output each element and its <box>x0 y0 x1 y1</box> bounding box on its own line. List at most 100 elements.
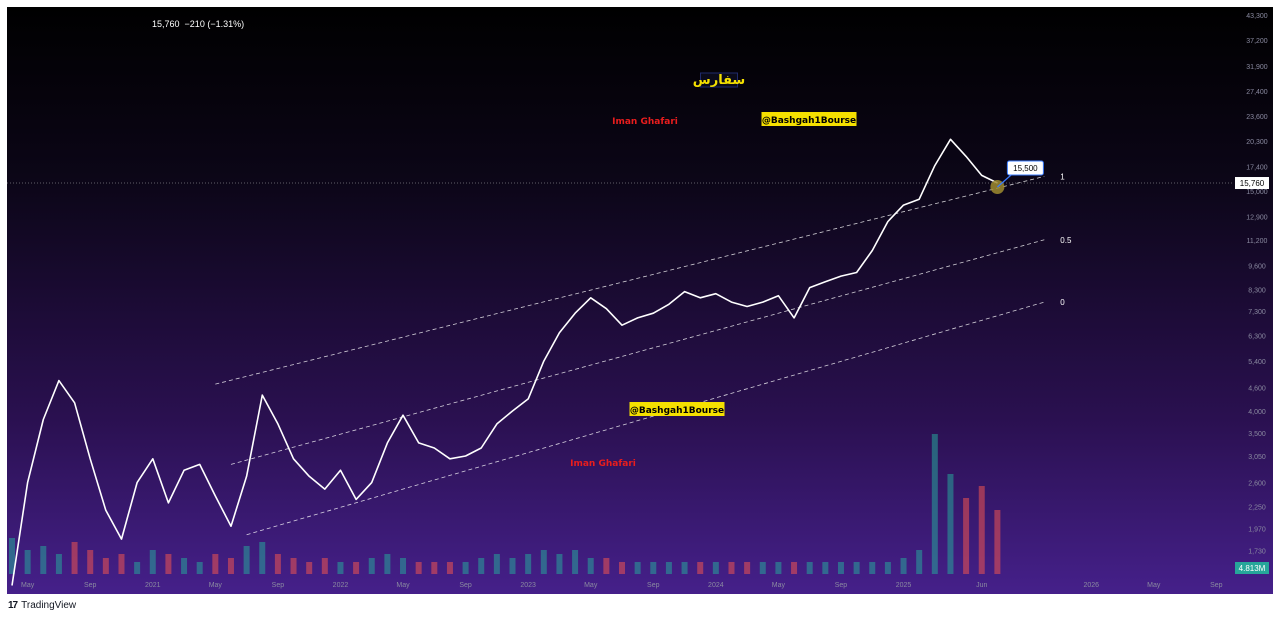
price-line <box>11 138 998 586</box>
brand-label: TradingView <box>21 600 77 611</box>
channel-label-bg <box>761 112 857 126</box>
volume-bar <box>290 558 297 574</box>
volume-bar <box>118 554 125 574</box>
y-tick-label: 17,400 <box>1246 165 1268 172</box>
x-tick-label: Sep <box>84 582 97 589</box>
x-tick-label: Sep <box>1210 582 1223 589</box>
volume-bar <box>853 562 860 574</box>
volume-bar <box>572 550 579 574</box>
channel-line <box>215 176 1045 385</box>
channel-label-text: @Bashgah1Bourse <box>762 116 856 126</box>
author-label-text: Iman Ghafari <box>612 117 678 127</box>
channel-line <box>230 239 1045 465</box>
volume-badge <box>1235 562 1269 574</box>
channel-lines: 10.50 <box>215 172 1072 536</box>
volume-bars <box>9 434 1001 574</box>
volume-bar <box>650 562 657 574</box>
x-tick-label: Sep <box>272 582 285 589</box>
volume-bar <box>259 542 266 574</box>
y-tick-label: 8,300 <box>1248 288 1266 295</box>
header-change: −210 (−1.31%) <box>184 19 245 29</box>
volume-bar <box>587 558 594 574</box>
volume-bar <box>55 554 62 574</box>
footer: 17 TradingView <box>0 594 1280 619</box>
channel-label-2-bg <box>629 402 725 416</box>
x-tick-label: May <box>1147 582 1161 589</box>
volume-bar <box>415 562 422 574</box>
volume-bar <box>963 498 970 574</box>
volume-bar <box>775 562 782 574</box>
volume-bar <box>869 562 876 574</box>
x-tick-label: Sep <box>835 582 848 589</box>
volume-bar <box>306 562 313 574</box>
x-tick-label: 2023 <box>520 582 536 589</box>
volume-bar <box>525 554 532 574</box>
volume-bar <box>102 558 109 574</box>
volume-bar <box>619 562 625 574</box>
volume-bar <box>87 550 94 574</box>
tradingview-icon: 17 <box>8 600 18 611</box>
volume-bar <box>24 550 31 574</box>
x-tick-label: Sep <box>459 582 472 589</box>
title-label-bg <box>700 72 738 88</box>
last-price-label: 15,760 <box>1240 179 1265 188</box>
volume-bar <box>634 562 641 574</box>
volume-bar <box>947 474 954 574</box>
y-tick-label: 1,970 <box>1248 527 1266 534</box>
x-tick-label: May <box>209 582 223 589</box>
volume-bar <box>462 562 469 574</box>
volume-bar <box>665 562 672 574</box>
volume-bar <box>791 562 798 574</box>
x-tick-label: 2021 <box>145 582 161 589</box>
x-axis: May Sep 2021 May Sep 2022 May Sep 2023 May Sep 2024… <box>21 582 1223 589</box>
y-tick-label: 20,300 <box>1246 139 1268 146</box>
overlay: 15,760 15,500 4.813M سفارس Iman Ghafari @Bash… <box>7 72 1269 574</box>
y-axis: 1,730 1,970 2,250 2,600 3,050 3,500 4,000 4,600… <box>1246 13 1268 555</box>
volume-bar <box>822 562 829 574</box>
volume-bar <box>884 562 891 574</box>
volume-bar <box>321 558 328 574</box>
y-tick-label: 1,730 <box>1248 548 1266 555</box>
x-tick-label: 2025 <box>896 582 912 589</box>
author-label-2-text: Iman Ghafari <box>570 459 636 469</box>
volume-bar <box>353 562 360 574</box>
volume-bar <box>994 510 1001 574</box>
volume-bar <box>806 562 813 574</box>
volume-bar <box>40 546 47 574</box>
y-tick-label: 15,000 <box>1246 189 1268 196</box>
y-tick-label: 4,000 <box>1248 409 1266 416</box>
volume-bar <box>744 562 751 574</box>
y-tick-label: 5,400 <box>1248 359 1266 366</box>
volume-bar <box>478 558 485 574</box>
volume-bar <box>9 538 15 574</box>
x-tick-label: 2024 <box>708 582 724 589</box>
volume-bar <box>243 546 250 574</box>
volume-bar <box>446 562 453 574</box>
y-tick-label: 2,250 <box>1248 505 1266 512</box>
volume-bar <box>540 550 547 574</box>
author-label: Iman Ghafari <box>612 117 678 127</box>
volume-bar <box>431 562 438 574</box>
title-label: سفارس <box>693 72 745 88</box>
volume-bar <box>728 562 735 574</box>
chart-area: 1 0.5 0 1,730 1,970 2,250 2,600 3,050 3,500 4,00… <box>7 7 1273 594</box>
tradingview-logo[interactable]: 17 TradingView <box>8 600 76 611</box>
y-tick-label: 12,900 <box>1246 214 1268 221</box>
y-tick-label: 9,600 <box>1248 263 1266 270</box>
x-tick-label: May <box>396 582 410 589</box>
x-tick-label: 2022 <box>333 582 349 589</box>
volume-bar <box>368 558 375 574</box>
volume-label: 4.813M <box>1239 564 1266 573</box>
volume-bar <box>697 562 704 574</box>
x-tick-label: May <box>772 582 786 589</box>
volume-bar <box>337 562 344 574</box>
volume-bar <box>71 542 78 574</box>
volume-bar <box>931 434 938 574</box>
x-tick-label: May <box>21 582 35 589</box>
volume-bar <box>712 562 719 574</box>
y-tick-label: 23,600 <box>1246 114 1268 121</box>
volume-bar <box>837 562 844 574</box>
price-series <box>11 138 998 586</box>
volume-bar <box>978 486 985 574</box>
y-tick-label: 6,300 <box>1248 333 1266 340</box>
